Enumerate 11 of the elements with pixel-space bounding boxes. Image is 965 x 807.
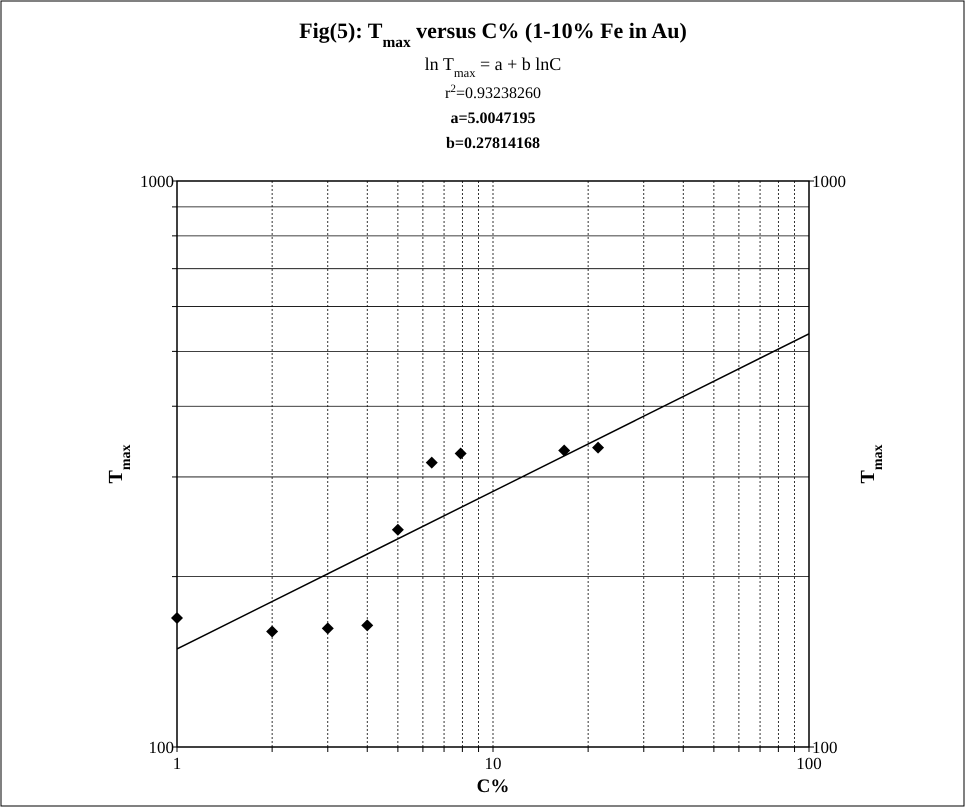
chart-subtitle: ln T$_{max}$ = a + b lnC <box>424 54 562 80</box>
x-axis-title: C% <box>476 776 510 797</box>
text: a=5.0047195 <box>450 110 536 127</box>
text: b=0.27814168 <box>446 135 540 152</box>
x-tick-label: 1 <box>172 754 182 773</box>
chart-title: Fig(5): T$_{max}$ versus C% (1-10% Fe in Au) <box>299 18 687 50</box>
y2-tick-label: 1000 <box>812 172 846 191</box>
x-tick-label: 10 <box>484 754 502 773</box>
x-tick-label: 100 <box>796 754 822 773</box>
y2-tick-label: 100 <box>812 738 838 757</box>
text: r$^{2}$=0.93238260 <box>445 83 541 102</box>
